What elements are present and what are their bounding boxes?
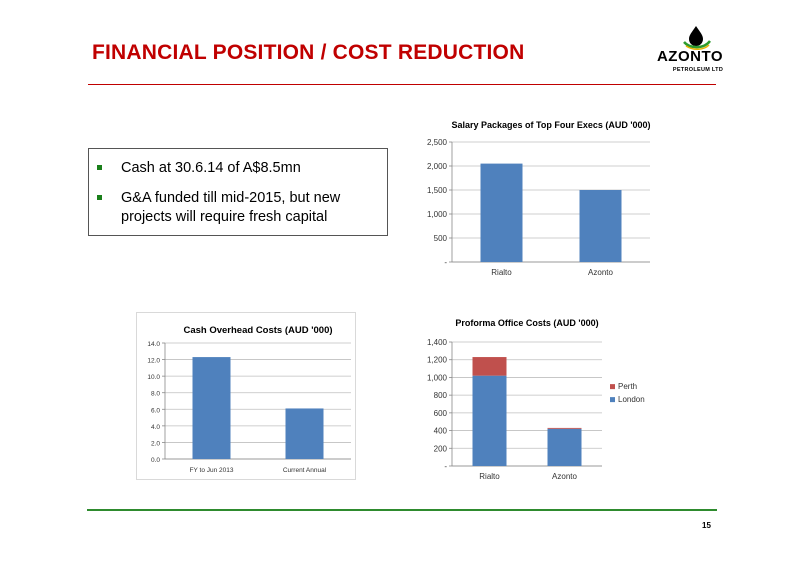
y-tick-label: 0.0 <box>151 457 160 464</box>
x-tick-label: Azonto <box>552 472 577 481</box>
oil-drop-icon <box>683 26 711 50</box>
y-tick-label: - <box>444 462 447 471</box>
legend-swatch <box>610 397 615 403</box>
page-number: 15 <box>702 521 711 530</box>
chart-svg: Cash Overhead Costs (AUD '000) 0.0 2.0 4.0 6… <box>147 325 351 474</box>
footer-divider <box>87 509 717 511</box>
x-tick-label: Current Annual <box>283 467 327 474</box>
bar <box>547 428 582 466</box>
y-tick-label: 2,000 <box>427 162 448 171</box>
legend-label: London <box>618 395 645 404</box>
legend-label: Perth <box>618 382 637 391</box>
legend-swatch <box>610 384 615 390</box>
chart-svg: Proforma Office Costs (AUD '000) - 200 400 6… <box>427 318 645 481</box>
x-tick-label: Azonto <box>588 268 613 277</box>
bar <box>579 190 622 262</box>
y-tick-label: 600 <box>434 409 448 418</box>
y-tick-label: 2,500 <box>427 138 448 147</box>
bullet-text: Cash at 30.6.14 of A$8.5mn <box>121 160 301 176</box>
y-tick-label: 200 <box>434 444 448 453</box>
y-tick-label: 14.0 <box>147 341 160 348</box>
chart-title: Cash Overhead Costs (AUD '000) <box>183 325 332 336</box>
x-tick-label: Rialto <box>491 268 512 277</box>
y-tick-label: 8.0 <box>151 391 160 398</box>
y-tick-label: 1,200 <box>427 356 448 365</box>
y-tick-label: 1,400 <box>427 338 448 347</box>
chart-svg: Salary Packages of Top Four Execs (AUD '… <box>427 120 651 277</box>
bar <box>547 427 582 429</box>
key-points-box: Cash at 30.6.14 of A$8.5mn G&A funded ti… <box>88 148 388 236</box>
y-tick-label: 1,000 <box>427 373 448 382</box>
bar <box>192 357 231 459</box>
chart-title: Proforma Office Costs (AUD '000) <box>455 318 598 328</box>
bar <box>472 375 507 466</box>
y-tick-label: 400 <box>434 427 448 436</box>
y-tick-label: 10.0 <box>147 374 160 381</box>
bullet-text: G&A funded till mid-2015, but new projec… <box>121 190 341 225</box>
logo-subtitle: PETROLEUM LTD <box>672 67 724 73</box>
y-tick-label: 4.0 <box>151 424 160 431</box>
y-tick-label: 6.0 <box>151 407 160 414</box>
bar <box>285 408 324 459</box>
bullet-square-icon <box>97 165 102 170</box>
logo-wordmark: AZONTO <box>656 48 724 65</box>
x-tick-label: FY to Jun 2013 <box>190 467 234 474</box>
y-tick-label: 2.0 <box>151 440 160 447</box>
y-tick-label: - <box>444 258 447 267</box>
title-divider <box>88 84 716 85</box>
chart-title: Salary Packages of Top Four Execs (AUD '… <box>451 120 650 130</box>
company-logo: AZONTO PETROLEUM LTD <box>640 22 740 82</box>
bar <box>480 163 523 262</box>
bullet-square-icon <box>97 195 102 200</box>
slide-title: FINANCIAL POSITION / COST REDUCTION <box>92 41 525 64</box>
y-tick-label: 1,500 <box>427 186 448 195</box>
y-tick-label: 800 <box>434 391 448 400</box>
salary-packages-chart: Salary Packages of Top Four Execs (AUD '… <box>420 112 660 292</box>
office-costs-chart: Proforma Office Costs (AUD '000) - 200 400 6… <box>420 312 660 492</box>
y-tick-label: 500 <box>434 234 448 243</box>
cash-overhead-chart: Cash Overhead Costs (AUD '000) 0.0 2.0 4.0 6… <box>136 312 356 480</box>
bar <box>472 357 507 376</box>
x-tick-label: Rialto <box>479 472 500 481</box>
y-tick-label: 1,000 <box>427 210 448 219</box>
y-tick-label: 12.0 <box>147 358 160 365</box>
